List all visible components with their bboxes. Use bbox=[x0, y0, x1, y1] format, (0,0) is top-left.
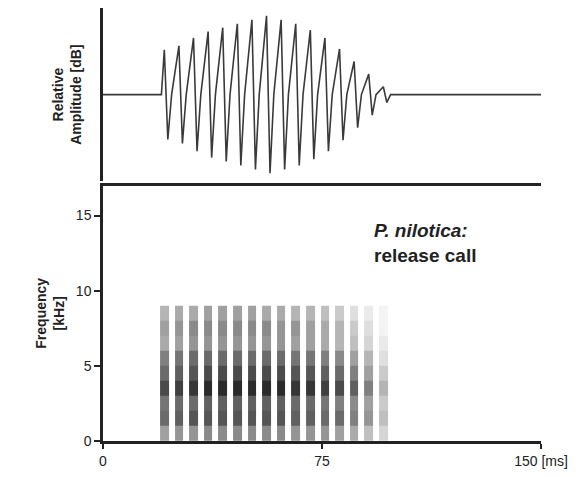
svg-text:P. nilotica:release call: P. nilotica:release call bbox=[374, 220, 476, 266]
svg-text:Frequency[kHz]: Frequency[kHz] bbox=[33, 278, 67, 349]
svg-text:0: 0 bbox=[84, 433, 92, 449]
svg-text:10: 10 bbox=[76, 283, 92, 299]
svg-text:75: 75 bbox=[314, 453, 330, 469]
svg-text:150 [ms]: 150 [ms] bbox=[514, 453, 568, 469]
svg-text:RelativeAmplitude [dB]: RelativeAmplitude [dB] bbox=[50, 44, 84, 144]
svg-text:0: 0 bbox=[99, 453, 107, 469]
svg-text:15: 15 bbox=[76, 207, 92, 223]
svg-text:5: 5 bbox=[84, 358, 92, 374]
